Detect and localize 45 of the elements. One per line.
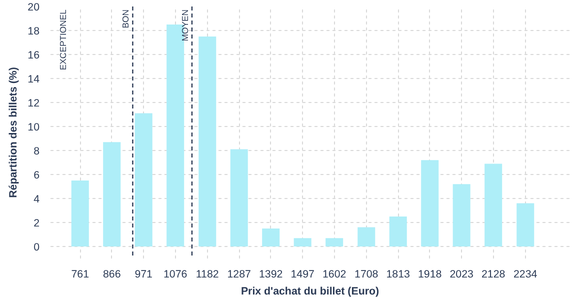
y-tick-label: 8	[34, 146, 40, 158]
bar	[262, 228, 280, 246]
bar	[326, 238, 344, 246]
bar	[230, 149, 248, 246]
bar	[484, 164, 502, 246]
bar	[198, 36, 216, 246]
y-tick-label: 18	[28, 26, 40, 38]
ref-line-label: MOYEN	[180, 9, 190, 42]
x-tick-label: 1497	[290, 268, 315, 280]
bar	[452, 184, 470, 246]
x-tick-label: 1392	[259, 268, 283, 280]
bar	[71, 180, 89, 246]
x-tick-label: 761	[71, 268, 90, 280]
y-tick-label: 20	[28, 2, 40, 14]
annotation: EXCEPTIONEL	[58, 9, 68, 70]
x-tick-label: 1813	[386, 268, 410, 280]
x-tick-label: 2128	[481, 268, 506, 280]
bar	[516, 203, 534, 246]
x-tick-label: 971	[134, 268, 153, 280]
y-tick-label: 2	[34, 218, 40, 230]
x-tick-label: 2234	[514, 268, 538, 280]
y-tick-label: 14	[28, 74, 40, 86]
y-tick-label: 6	[34, 170, 40, 182]
x-tick-label: 1708	[354, 268, 378, 280]
x-tick-label: 2023	[450, 268, 474, 280]
bar	[389, 216, 407, 246]
ref-line-label: BON	[120, 9, 131, 28]
bar	[358, 227, 376, 246]
y-tick-label: 10	[28, 122, 40, 134]
y-axis-title: Répartition des billets (%)	[8, 66, 20, 198]
x-tick-label: 1918	[418, 268, 442, 280]
x-tick-label: 1076	[163, 268, 188, 280]
x-tick-label: 1287	[227, 268, 252, 280]
x-tick-label: 1182	[196, 268, 219, 280]
bar	[294, 238, 312, 246]
y-tick-label: 4	[34, 194, 40, 206]
y-tick-label: 0	[34, 242, 40, 254]
bar	[134, 113, 152, 246]
y-tick-label: 16	[28, 50, 40, 62]
bar	[103, 142, 121, 246]
bar	[421, 160, 439, 246]
x-tick-label: 866	[102, 268, 121, 280]
y-tick-label: 12	[28, 98, 40, 110]
x-axis-title: Prix d'achat du billet (Euro)	[240, 286, 380, 298]
x-tick-label: 1602	[322, 268, 346, 280]
